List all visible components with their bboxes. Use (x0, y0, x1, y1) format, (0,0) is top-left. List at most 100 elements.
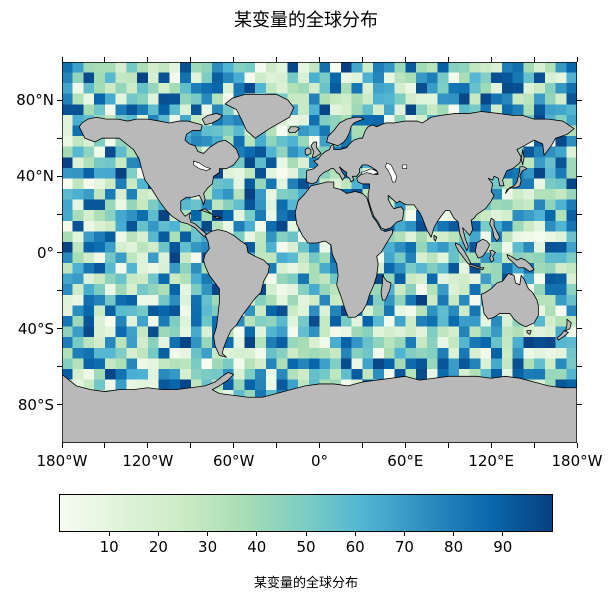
colorbar-tick (403, 532, 405, 536)
continent-path (79, 117, 239, 237)
colorbar-tick-label: 30 (198, 538, 218, 556)
lon-tick (361, 57, 363, 62)
lon-tick-label: 60°E (387, 452, 424, 470)
lat-tick (57, 404, 62, 406)
lon-tick (61, 57, 63, 62)
lon-tick (447, 57, 449, 62)
lat-tick (577, 290, 582, 292)
lat-tick (577, 366, 582, 368)
map-svg (62, 62, 577, 443)
lon-tick (104, 57, 106, 62)
lon-tick (319, 57, 320, 62)
continent-path (490, 251, 496, 262)
continent-path (204, 230, 270, 358)
colorbar-tick (108, 532, 110, 536)
lon-tick (490, 443, 492, 448)
lake-path (385, 163, 396, 182)
lat-tick-label: 80°S (17, 395, 54, 414)
lon-tick (319, 443, 320, 448)
colorbar-tick-label: 90 (493, 538, 513, 556)
continent-path (521, 150, 524, 165)
continent-path (557, 331, 568, 341)
lat-tick (57, 366, 62, 368)
continent-path (225, 94, 294, 138)
lon-tick-label: 180°W (36, 452, 88, 470)
continent-path (327, 117, 364, 146)
lat-tick (577, 213, 582, 215)
colorbar-tick (256, 532, 258, 536)
colorbar-tick-label: 60 (345, 538, 365, 556)
lake-path (194, 161, 211, 171)
colorbar-tick (453, 532, 455, 536)
lon-tick (490, 57, 492, 62)
lon-tick (147, 57, 149, 62)
lat-tick (57, 99, 62, 101)
colorbar-tick-label: 10 (99, 538, 119, 556)
colorbar-tick (502, 532, 504, 536)
colorbar-tick (354, 532, 356, 536)
lon-tick (233, 57, 235, 62)
lat-tick (57, 137, 62, 139)
lake-path (402, 165, 406, 169)
continent-path (199, 209, 212, 215)
lon-tick (190, 443, 192, 448)
lon-tick (404, 57, 406, 62)
continent-path (311, 142, 321, 157)
continent-path (295, 182, 392, 317)
continent-path (475, 239, 489, 258)
continent-path (307, 112, 575, 251)
continent-path (305, 148, 311, 156)
lon-tick-label: 60°W (212, 452, 255, 470)
lat-tick (577, 252, 582, 253)
colorbar-tick-label: 40 (247, 538, 267, 556)
lakes-layer (194, 161, 407, 182)
lat-tick-label: 80°N (16, 91, 54, 110)
colorbar-label: 某变量的全球分布 (253, 575, 358, 590)
lat-tick (577, 404, 582, 406)
lat-tick (57, 252, 62, 253)
lon-tick (576, 57, 578, 62)
lon-tick-label: 120°E (468, 452, 514, 470)
colorbar-tick (305, 532, 307, 536)
lon-tick (190, 57, 192, 62)
lat-tick-label: 40°N (16, 167, 54, 186)
lon-tick (447, 443, 449, 448)
lon-tick (233, 443, 235, 448)
colorbar-tick (207, 532, 209, 536)
continent-path (507, 254, 534, 271)
continent-path (490, 218, 500, 241)
land-layer (62, 94, 577, 443)
colorbar-tick-label: 20 (148, 538, 168, 556)
colorbar-tick-label: 80 (444, 538, 464, 556)
continent-path (214, 216, 221, 218)
continent-path (505, 167, 526, 194)
lon-tick (404, 443, 406, 448)
continent-path (202, 113, 222, 124)
lake-path (361, 169, 378, 175)
continent-path (470, 264, 484, 270)
lon-tick-label: 180°W (551, 452, 603, 470)
continent-path (62, 373, 577, 443)
lon-tick (276, 443, 278, 448)
colorbar-tick (157, 532, 159, 536)
lon-tick (533, 57, 535, 62)
lat-tick-label: 40°S (17, 319, 54, 338)
lat-tick (57, 175, 62, 177)
colorbar-tick-label: 70 (394, 538, 414, 556)
figure-title: 某变量的全球分布 (234, 10, 378, 30)
continent-path (434, 235, 437, 241)
lon-tick (104, 443, 106, 448)
continent-path (381, 275, 391, 300)
lon-tick (361, 443, 363, 448)
colorbar-tick-label: 50 (296, 538, 316, 556)
continent-path (566, 319, 572, 330)
lat-tick (577, 175, 582, 177)
continent-path (288, 127, 299, 133)
lat-tick (57, 328, 62, 330)
lat-tick (577, 99, 582, 101)
lon-tick (147, 443, 149, 448)
continent-path (527, 331, 531, 335)
